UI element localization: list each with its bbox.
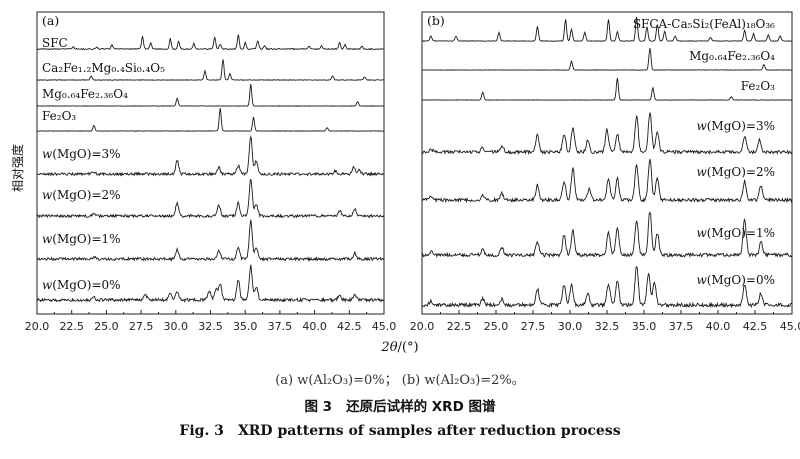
series-line-b-2 <box>421 77 793 101</box>
caption-cn-number: 图 3 <box>304 399 333 415</box>
series-label-b-4: w(MgO)=2% <box>696 165 775 179</box>
x-tick-label-b-2: 25.0 <box>484 320 509 333</box>
series-line-b-0 <box>421 17 793 42</box>
x-tick-label-a-5: 32.5 <box>198 320 223 333</box>
series-line-a-1 <box>37 59 385 81</box>
series-label-a-6: w(MgO)=1% <box>42 232 121 246</box>
series-label-b-2: Fe₂O₃ <box>741 79 775 93</box>
x-axis-label-symbol: 2θ <box>380 340 397 355</box>
x-tick-label-a-8: 40.0 <box>302 320 327 333</box>
x-tick-label-a-3: 27.5 <box>129 320 154 333</box>
panel-b-tag: (b) <box>427 13 445 28</box>
series-label-b-1: Mg₀.₆₄Fe₂.₃₆O₄ <box>689 49 775 63</box>
caption-en: Fig. 3 XRD patterns of samples after redu… <box>0 423 800 439</box>
x-tick-label-b-1: 22.5 <box>447 320 472 333</box>
series-line-a-5 <box>36 178 385 219</box>
caption-cn: 图 3 还原后试样的 XRD 图谱 <box>0 395 800 415</box>
x-tick-label-b-10: 45.0 <box>780 320 800 333</box>
panel-a-tag: (a) <box>42 13 59 28</box>
panel-a-frame <box>36 11 385 315</box>
x-tick-label-a-0: 20.0 <box>25 320 50 333</box>
caption-en-title: XRD patterns of samples after reduction … <box>237 423 621 439</box>
panel-a: (a) 20.0 22.5 25.0 27.5 30.0 32.5 35.0 37.5 40.0… <box>25 11 397 333</box>
x-axis-label: 2θ/(°) <box>380 340 418 355</box>
x-tick-label-b-9: 42.5 <box>743 320 768 333</box>
x-tick-label-b-8: 40.0 <box>706 320 731 333</box>
x-tick-label-a-4: 30.0 <box>164 320 189 333</box>
series-line-a-0 <box>36 34 385 51</box>
series-label-a-0: SFC <box>42 36 68 50</box>
x-axis-label-unit: /(°) <box>398 340 419 355</box>
y-axis-label: 相对强度 <box>10 144 25 192</box>
series-label-b-0: SFCA-Ca₅Si₂(FeAl)₁₈O₃₆ <box>633 17 775 31</box>
series-label-a-5: w(MgO)=2% <box>42 188 121 202</box>
x-tick-label-a-10: 45.0 <box>372 320 397 333</box>
series-line-b-3 <box>421 112 793 156</box>
caption-cn-title: 还原后试样的 XRD 图谱 <box>346 399 496 415</box>
series-label-a-3: Fe₂O₃ <box>42 109 76 123</box>
x-tick-label-a-2: 25.0 <box>94 320 119 333</box>
series-line-a-6 <box>36 219 385 262</box>
x-tick-label-a-6: 35.0 <box>233 320 258 333</box>
series-label-a-7: w(MgO)=0% <box>42 278 121 292</box>
series-line-b-5 <box>421 211 793 259</box>
series-line-b-1 <box>422 47 793 71</box>
x-tick-label-a-1: 22.5 <box>59 320 84 333</box>
caption-en-number: Fig. 3 <box>179 423 224 439</box>
x-tick-label-b-7: 37.5 <box>669 320 694 333</box>
series-line-a-3 <box>36 108 385 132</box>
series-label-b-5: w(MgO)=1% <box>696 226 775 240</box>
x-tick-label-b-4: 30.0 <box>558 320 583 333</box>
series-label-b-3: w(MgO)=3% <box>696 119 775 133</box>
x-tick-label-b-3: 27.5 <box>521 320 546 333</box>
series-label-a-4: w(MgO)=3% <box>42 147 121 161</box>
x-tick-label-b-5: 32.5 <box>595 320 620 333</box>
x-tick-label-b-0: 20.0 <box>410 320 435 333</box>
subcaption: (a) w(Al₂O₃)=0%； (b) w(Al₂O₃)=2%。 <box>275 373 525 388</box>
series-line-a-7 <box>36 264 385 303</box>
series-line-a-2 <box>36 84 385 107</box>
x-tick-label-a-9: 42.5 <box>337 320 362 333</box>
series-label-b-6: w(MgO)=0% <box>696 273 775 287</box>
x-tick-label-a-7: 37.5 <box>268 320 293 333</box>
series-line-b-6 <box>421 265 793 309</box>
series-line-a-4 <box>36 135 385 177</box>
panel-b: (b) 20.0 22.5 25.0 27.5 30.0 32.5 35.0 37.5 40.0… <box>410 11 800 333</box>
series-label-a-2: Mg₀.₆₄Fe₂.₃₆O₄ <box>42 87 128 101</box>
series-line-b-4 <box>421 158 793 204</box>
series-label-a-1: Ca₂Fe₁.₂Mg₀.₄Si₀.₄O₅ <box>42 61 165 75</box>
x-tick-label-b-6: 35.0 <box>632 320 657 333</box>
